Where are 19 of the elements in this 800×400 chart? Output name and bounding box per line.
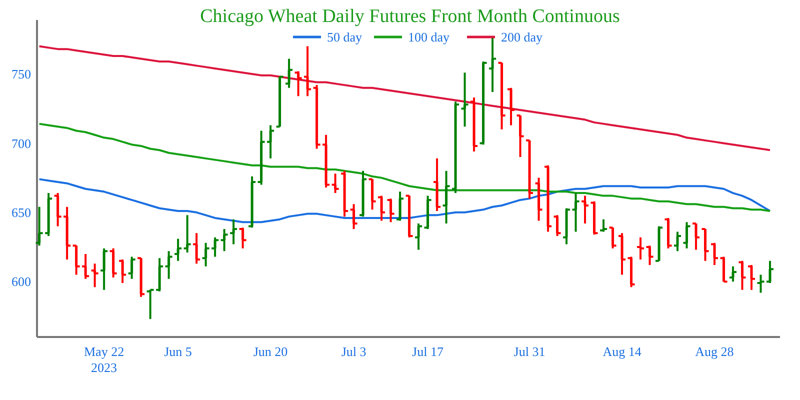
line-series — [38, 45, 771, 152]
x-tick-label: Jul 3 — [341, 344, 366, 359]
x-tick-label: May 22 2023 — [84, 344, 124, 375]
y-tick-label: 700 — [12, 136, 31, 151]
line-series — [38, 178, 771, 224]
chart-title: Chicago Wheat Daily Futures Front Month Continuous — [200, 6, 620, 27]
x-tick-label: Jun 5 — [164, 344, 192, 359]
x-tick-label: Aug 28 — [695, 344, 734, 359]
x-tick-label: Jun 20 — [253, 344, 288, 359]
x-tick-label: Aug 14 — [602, 344, 642, 359]
legend-label: 100 day — [408, 30, 450, 45]
y-tick-label: 650 — [12, 204, 31, 220]
x-tick-label: Jul 31 — [514, 344, 546, 359]
y-tick-label: 600 — [12, 274, 31, 290]
legend-label: 50 day — [327, 30, 363, 45]
line-series — [38, 122, 771, 212]
legend-label: 200 day — [501, 30, 544, 45]
x-tick-label: Jul 17 — [412, 344, 444, 359]
y-tick-label: 750 — [12, 66, 31, 82]
